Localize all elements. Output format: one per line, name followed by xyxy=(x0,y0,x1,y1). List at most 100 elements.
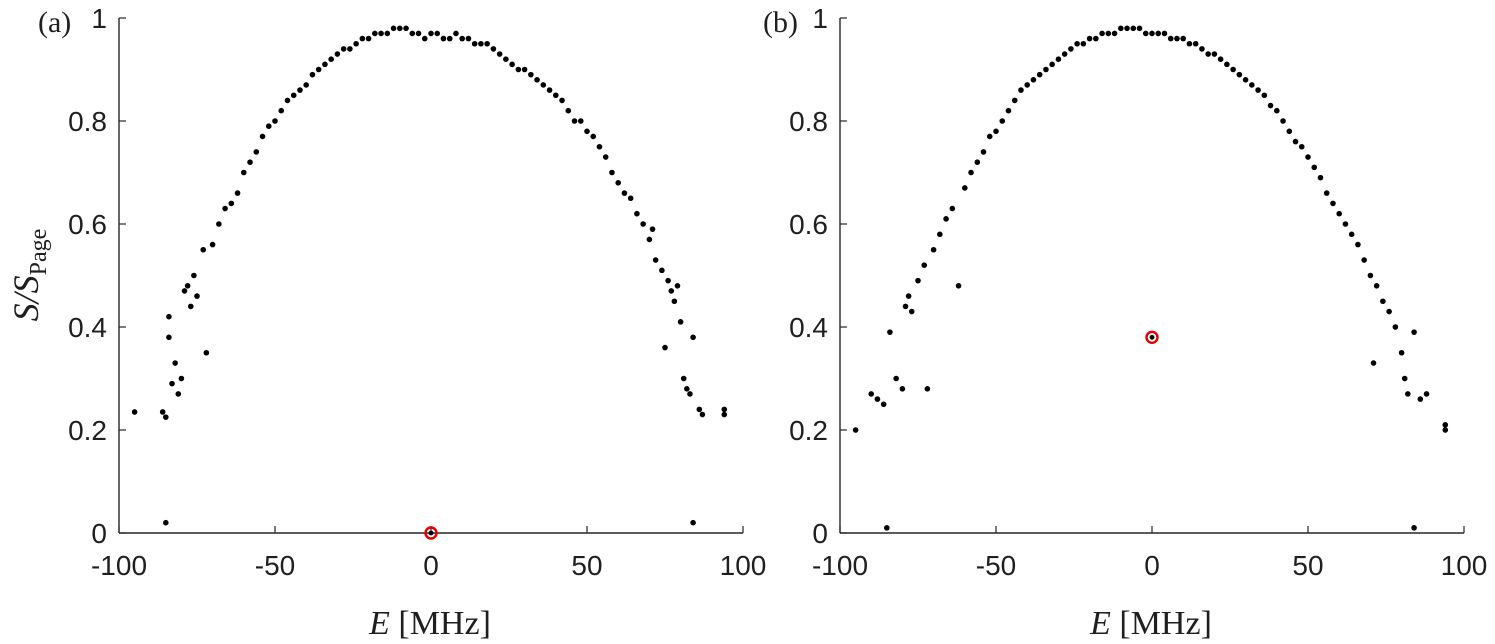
data-point-b xyxy=(1186,40,1193,47)
data-point-b xyxy=(1124,25,1130,32)
data-point-a xyxy=(172,360,178,366)
data-point-a xyxy=(528,71,534,78)
y-axis-label-var: S/S xyxy=(6,275,46,321)
x-tick-label-b: 50 xyxy=(1292,550,1323,581)
data-point-b xyxy=(1442,427,1449,433)
data-point-b xyxy=(884,525,890,531)
data-point-a xyxy=(203,349,210,356)
data-point-a xyxy=(584,128,590,135)
data-point-a xyxy=(200,246,207,253)
data-point-a xyxy=(181,288,188,294)
data-point-a xyxy=(159,409,166,415)
data-point-b xyxy=(949,205,956,212)
data-point-b xyxy=(1149,30,1155,37)
data-point-a xyxy=(662,344,668,351)
y-tick-label-a: 0.2 xyxy=(68,415,107,446)
x-axis-label-unit-b: [MHz] xyxy=(1119,605,1212,642)
x-tick-label-b: 0 xyxy=(1144,550,1160,581)
data-point-b xyxy=(1336,210,1342,217)
data-point-a xyxy=(509,61,515,68)
data-point-b xyxy=(930,246,937,253)
data-point-a xyxy=(503,56,509,62)
data-point-b xyxy=(1155,30,1162,37)
data-point-a xyxy=(309,71,316,78)
data-point-a xyxy=(365,35,372,42)
x-axis-label-unit-a: [MHz] xyxy=(398,605,491,642)
axes-b: -100 -50 0 50 100 0 0.2 0.4 0.6 0.8 1 xyxy=(789,3,1487,581)
data-point-b xyxy=(1423,391,1430,397)
data-point-b xyxy=(893,375,899,382)
x-axis-label-var-a: E xyxy=(368,605,390,642)
data-point-b xyxy=(1192,40,1199,47)
highlight-ring-b xyxy=(1145,330,1159,344)
data-point-b xyxy=(974,159,981,165)
data-point-a xyxy=(490,46,497,52)
data-point-a xyxy=(222,205,228,212)
y-tick-label-b: 0.8 xyxy=(789,106,828,137)
highlight-point-a xyxy=(428,530,434,536)
data-point-b xyxy=(1199,46,1205,52)
x-tick-label-b: -100 xyxy=(812,550,868,581)
x-axis-label-var-b: E xyxy=(1089,605,1111,642)
data-point-b xyxy=(905,293,912,299)
data-point-b xyxy=(1130,25,1137,32)
x-tick-label-a: -50 xyxy=(255,550,295,581)
x-tick-label-a: -100 xyxy=(91,550,147,581)
data-point-b xyxy=(1118,25,1124,32)
x-tick-label-b: -50 xyxy=(976,550,1016,581)
y-tick-label-b: 0.6 xyxy=(789,209,828,240)
data-point-b xyxy=(921,262,928,269)
data-point-a xyxy=(259,133,266,140)
data-point-b xyxy=(874,396,881,402)
data-point-a xyxy=(322,61,328,68)
data-point-a xyxy=(674,283,681,289)
data-point-a xyxy=(690,334,696,341)
data-point-a xyxy=(665,277,671,284)
data-point-a xyxy=(241,169,247,176)
data-point-a xyxy=(684,386,690,392)
data-point-a xyxy=(421,35,428,42)
y-tick-label-b: 0.4 xyxy=(789,312,828,343)
data-point-a xyxy=(671,298,678,305)
data-point-a xyxy=(175,391,182,397)
data-point-a xyxy=(621,190,628,196)
data-point-b xyxy=(999,118,1006,124)
panel-b: (b) -100 -50 0 50 100 0 0.2 0.4 0.6 0.8 1 E [MHz] xyxy=(763,3,1487,642)
data-point-b xyxy=(1043,66,1049,73)
data-point-b xyxy=(868,391,874,397)
data-point-b xyxy=(962,185,968,191)
data-point-a xyxy=(169,380,175,387)
data-point-b xyxy=(1036,71,1043,78)
data-point-b xyxy=(1298,143,1305,150)
data-point-a xyxy=(553,92,559,99)
data-point-b xyxy=(968,169,974,176)
data-point-b xyxy=(937,231,943,238)
data-point-b xyxy=(986,133,993,140)
data-point-a xyxy=(166,334,172,341)
data-point-b xyxy=(1230,66,1236,73)
data-point-b xyxy=(1236,71,1243,78)
data-point-b xyxy=(1361,257,1367,263)
data-point-b xyxy=(1255,87,1261,93)
data-point-a xyxy=(347,46,353,52)
data-point-a xyxy=(602,154,609,160)
data-point-a xyxy=(297,87,303,93)
data-point-a xyxy=(178,375,185,382)
data-point-a xyxy=(446,35,453,42)
data-point-a xyxy=(409,30,416,37)
y-tick-label-b: 0 xyxy=(812,518,828,549)
data-point-a xyxy=(247,159,253,165)
data-point-a xyxy=(699,411,706,418)
panel-label-a: (a) xyxy=(38,6,71,39)
data-point-b xyxy=(1086,35,1093,42)
data-point-b xyxy=(1355,241,1361,248)
x-axis-label-a: E [MHz] xyxy=(368,605,491,642)
data-point-a xyxy=(721,406,728,413)
data-point-b xyxy=(980,149,987,155)
data-point-b xyxy=(1398,349,1405,356)
data-point-b xyxy=(1386,308,1392,315)
y-axis-label-sub: Page xyxy=(26,229,52,276)
data-point-a xyxy=(384,30,391,37)
data-point-b xyxy=(1401,375,1408,382)
